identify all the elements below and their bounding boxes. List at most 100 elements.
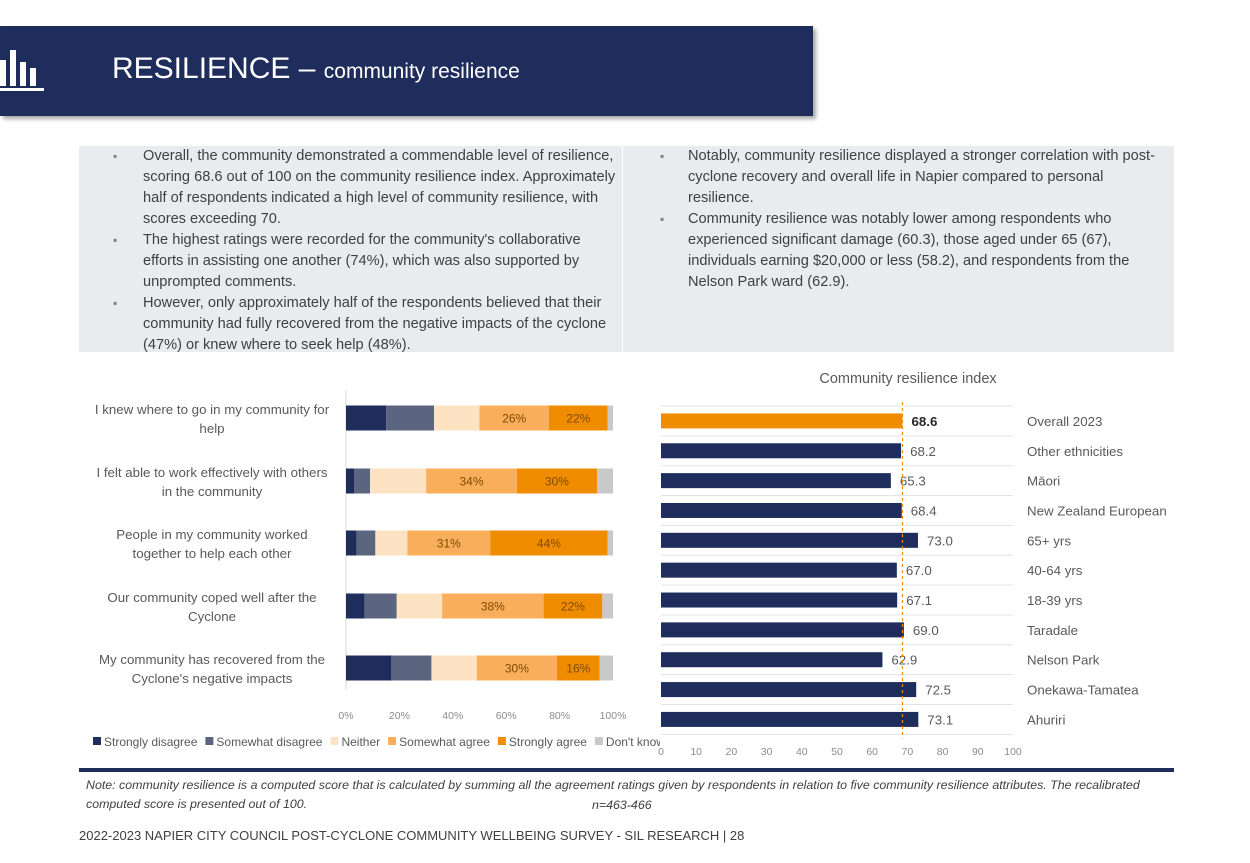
summary-bullet: Overall, the community demonstrated a co… [79,146,622,230]
data-label: 31% [437,537,461,551]
x-tick-label: 100 [1004,746,1022,758]
sample-size: n=463-466 [592,798,652,812]
bar-segment [426,468,517,494]
x-tick-label: 20% [389,710,410,722]
category-label-line: Our community coped well after the [107,590,316,605]
bar-segment [596,468,613,494]
legend-label: Strongly disagree [104,735,198,749]
bar-segment [396,593,443,619]
summary-right-list: Notably, community resilience displayed … [624,146,1164,293]
category-label-line: I felt able to work effectively with oth… [96,465,327,480]
value-label: 68.2 [910,444,936,459]
x-tick-label: 40% [442,710,463,722]
category-label: Taradale [1027,623,1078,638]
legend-label: Somewhat agree [399,735,490,749]
bar-segment [602,593,613,619]
value-label: 73.0 [927,533,953,548]
category-label: Māori [1027,474,1060,489]
summary-divider [622,146,623,352]
footer-divider [79,768,1174,772]
data-label: 16% [566,662,590,676]
category-label: Other ethnicities [1027,444,1123,459]
category-label: 18-39 yrs [1027,593,1083,608]
value-label: 68.4 [911,503,937,518]
category-label-line: Cyclone's negative impacts [132,671,293,686]
x-tick-label: 100% [600,710,627,722]
bar-segment [556,655,600,681]
x-tick-label: 80 [937,746,949,758]
value-label: 68.6 [911,414,937,429]
category-label-line: My community has recovered from the [99,652,325,667]
data-label: 26% [502,412,526,426]
legend-label: Don't know [606,735,660,749]
data-label: 22% [561,600,585,614]
category-label-line: I knew where to go in my community for [95,402,330,417]
category-label: I knew where to go in my community for he… [95,402,330,436]
index-bar [661,413,903,429]
summary-bullet: The highest ratings were recorded for th… [79,230,622,293]
value-label: 67.0 [906,563,932,578]
page-title-sub: community resilience [323,60,520,83]
legend-swatch [497,737,506,745]
x-tick-label: 50 [831,746,843,758]
category-label-line: in the community [162,484,263,499]
bar-segment [431,655,477,681]
index-bar [661,562,897,578]
data-label: 44% [537,537,561,551]
x-tick-label: 40 [796,746,808,758]
category-label: Overall 2023 [1027,414,1102,429]
agreement-stacked-bar-chart: I knew where to go in my community for he… [93,390,660,749]
category-label: People in my community worked together to… [116,527,307,561]
data-label: 38% [481,600,505,614]
methodology-note: Note: community resilience is a computed… [86,778,1140,811]
legend-label: Neither [341,735,380,749]
category-label-line: together to help each other [133,546,293,561]
bar-segment [375,530,408,556]
bar-segment [479,405,549,431]
x-tick-label: 60% [496,710,517,722]
page-title: RESILIENCE – community resilience [112,52,520,86]
page-footer: 2022-2023 NAPIER CITY COUNCIL POST-CYCLO… [79,828,745,843]
legend-label: Somewhat disagree [216,735,322,749]
category-label: My community has recovered from the Cyclo… [99,652,325,686]
legend-swatch [205,737,214,745]
summary-bullet: Community resilience was notably lower a… [624,209,1164,293]
legend-swatch [330,737,339,745]
bar-segment [354,468,371,494]
category-label: Nelson Park [1027,653,1100,668]
legend-swatch [388,737,397,745]
x-tick-label: 10 [690,746,702,758]
value-label: 72.5 [925,683,951,698]
index-bar [661,711,919,727]
resilience-index-bar-chart: Community resilience index 68.6 Overall 20… [658,371,1167,758]
summary-bullet: Notably, community resilience displayed … [624,146,1164,209]
x-tick-label: 70 [902,746,914,758]
header-banner: RESILIENCE – community resilience [0,26,813,116]
bar-segment [346,468,355,494]
x-tick-label: 90 [972,746,984,758]
x-tick-label: 60 [866,746,878,758]
summary-bullet: However, only approximately half of the … [79,293,622,356]
data-label: 34% [459,475,483,489]
category-label: Onekawa-Tamatea [1027,683,1139,698]
category-label: 40-64 yrs [1027,563,1083,578]
category-label-line: help [199,421,224,436]
bar-segment [434,405,480,431]
summary-left-list: Overall, the community demonstrated a co… [79,146,622,356]
x-tick-label: 80% [549,710,570,722]
bar-segment [607,405,613,431]
value-label: 69.0 [913,623,939,638]
bar-segment [346,593,365,619]
legend-label: Strongly agree [509,735,587,749]
index-bar [661,443,902,459]
x-tick-label: 0 [658,746,664,758]
index-bar [661,532,918,548]
x-tick-label: 0% [338,710,353,722]
summary-panel: Overall, the community demonstrated a co… [79,146,1174,353]
bar-segment [607,530,613,556]
bar-segment [476,655,557,681]
category-label-line: Cyclone [188,609,236,624]
bar-segment [364,593,397,619]
bar-segment [548,405,608,431]
index-bar [661,592,898,608]
